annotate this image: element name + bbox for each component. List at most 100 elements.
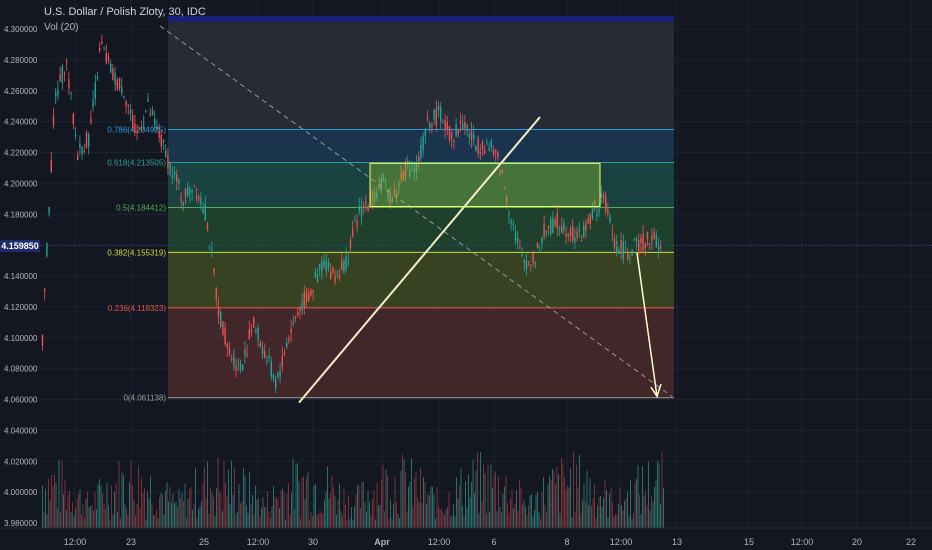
volume-bar (243, 467, 244, 528)
drawings[interactable] (40, 25, 932, 404)
volume-bar (327, 466, 328, 528)
volume-bar (321, 512, 322, 528)
volume-bar (270, 518, 271, 528)
volume-bar (615, 513, 616, 528)
volume-bar (403, 459, 405, 528)
volume-bar (198, 509, 199, 528)
volume-bar (529, 495, 531, 528)
time-axis[interactable]: 12:00 23 25 12:00 30 Apr 12:00 6 8 12:00 13 15 12:00… (0, 527, 932, 547)
volume-bar (450, 516, 451, 528)
volume-bar (127, 514, 129, 528)
volume-bar (394, 477, 396, 528)
volume-bar (109, 519, 111, 528)
candle-body (136, 130, 138, 134)
volume-bar (514, 503, 516, 528)
volume-bar (48, 478, 49, 528)
volume-bar (621, 505, 622, 528)
volume-bar (312, 516, 313, 528)
volume-bar (223, 460, 225, 528)
candle-body (70, 92, 72, 94)
candle-body (521, 254, 523, 257)
volume-bar (253, 514, 255, 528)
candle-body (459, 120, 462, 124)
candle-body (484, 150, 486, 154)
volume-bar (418, 502, 420, 528)
candle-body (294, 316, 297, 319)
volume-bar (315, 483, 316, 528)
candle-body (446, 121, 448, 130)
fib-level-label: 0.236(4.119323) (108, 304, 166, 313)
volume-bar (144, 488, 145, 528)
candle-body (41, 334, 44, 346)
volume-bar (267, 490, 268, 528)
candle-body (255, 329, 257, 333)
volume-bar (313, 485, 315, 528)
candle-body (46, 243, 48, 256)
candle-body (338, 274, 341, 280)
volume-bar (346, 519, 348, 528)
volume-bar (511, 489, 513, 528)
fibonacci-retracement[interactable]: 0.786(4.234925)0.618(4.213505)0.5(4.1844… (107, 16, 674, 403)
candle-body (215, 287, 217, 300)
candle-body (114, 72, 116, 85)
forecast-arrow (636, 252, 658, 397)
candle-body (374, 193, 376, 202)
volume-bar (438, 505, 439, 528)
candle-body (118, 77, 121, 89)
candle-body (554, 219, 556, 226)
candle-body (618, 250, 620, 254)
volume-bar (279, 507, 280, 528)
volume-bar (519, 480, 520, 528)
volume-bar (586, 470, 588, 528)
candle-body (481, 141, 484, 150)
candle-body (246, 353, 248, 355)
volume-bar (594, 484, 595, 528)
volume-bar (261, 507, 262, 528)
volume-bar (114, 491, 115, 528)
candle-body (591, 207, 594, 219)
volume-bar (282, 488, 283, 528)
volume-bar (408, 486, 409, 528)
price-tick-label: 4.120000 (4, 303, 38, 312)
candle-body (222, 321, 224, 335)
volume-bar (457, 498, 459, 528)
candle-body (569, 228, 572, 237)
volume-bar (42, 485, 43, 528)
volume-bar (64, 480, 66, 528)
volume-bar (411, 458, 412, 528)
volume-bar (453, 504, 454, 528)
volume-bar (199, 506, 201, 528)
fib-zone (168, 307, 674, 398)
volume-bar (451, 515, 453, 528)
volume-bar (189, 489, 190, 528)
candle-body (580, 240, 583, 242)
volume-bar (49, 500, 51, 528)
volume-bar (343, 489, 345, 528)
volume-bar (499, 507, 501, 528)
volume-bar (633, 512, 634, 528)
volume-bar (220, 492, 222, 528)
candle-body (200, 197, 202, 204)
volume-bar (510, 498, 511, 528)
candle-body (321, 261, 323, 272)
volume-bar (373, 490, 375, 528)
candle-body (585, 222, 587, 231)
volume-bar (286, 493, 288, 528)
volume-bar (475, 470, 477, 528)
volume-bar (172, 493, 174, 528)
candle-body (184, 188, 187, 197)
volume-bar (88, 507, 90, 528)
candle-body (180, 198, 182, 202)
time-tick-label: 20 (852, 537, 862, 547)
candle-body (297, 312, 299, 315)
candle-body (528, 261, 530, 263)
volume-bar (67, 495, 69, 528)
time-tick-label: 8 (564, 537, 569, 547)
volume-bar (598, 496, 600, 528)
candle-body (651, 235, 653, 241)
volume-bar (364, 502, 366, 528)
volume-bar (195, 467, 196, 528)
volume-bar (544, 504, 546, 528)
volume-bar (183, 500, 184, 528)
